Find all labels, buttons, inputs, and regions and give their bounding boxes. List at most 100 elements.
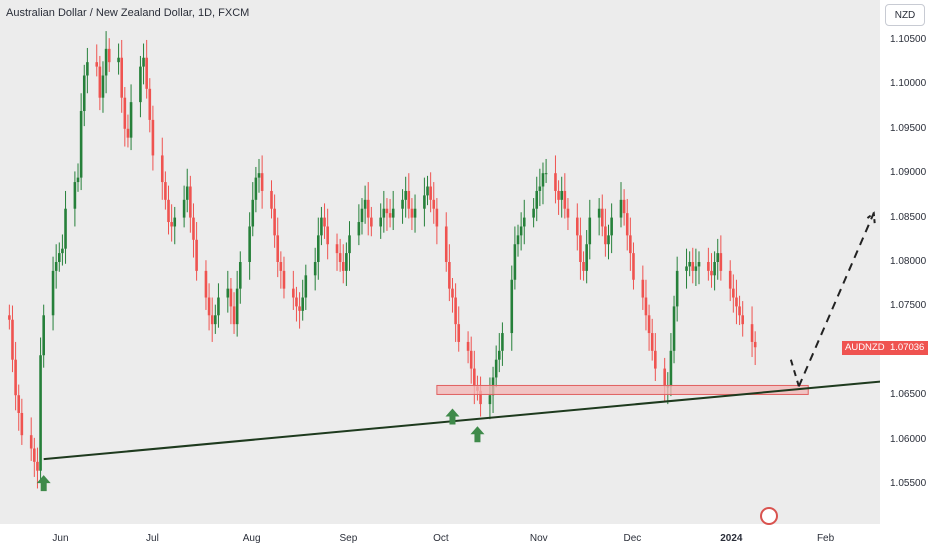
candle-body [454,297,457,325]
candle-body [732,288,735,298]
candle-body [173,217,177,227]
candle-body [479,390,482,405]
price-tick-label: 1.10500 [890,33,927,45]
candle-body [298,306,301,311]
candle-body [363,199,367,209]
candle-body [51,270,55,316]
projection-leg[interactable] [789,359,800,387]
candle-body [251,199,255,227]
candle-body [522,217,526,227]
candle-body [685,266,688,271]
candle-body [401,199,404,209]
candle-body [57,253,61,262]
candle-body [11,319,14,360]
candle-body [123,97,127,129]
candle-body [716,253,720,262]
candle-body [304,275,308,298]
candle-body [579,235,582,262]
support-zone[interactable] [436,384,809,395]
candle-body [326,226,329,245]
candle-body [292,288,295,298]
candle-body [79,111,83,178]
candle-body [632,253,635,280]
candle-body [610,217,613,236]
candle-body [501,333,504,351]
candle-body [457,324,461,342]
candle-body [160,155,164,183]
candle-body [385,208,389,214]
candle-body [20,412,24,436]
candle-body [145,57,148,89]
candle-body [644,297,648,316]
candle-body [519,226,523,236]
time-axis[interactable] [0,524,880,550]
price-tick-label: 1.05500 [890,478,927,490]
time-tick-label: 2024 [720,533,743,544]
candle-body [257,173,261,178]
candle-body [82,75,86,112]
candle-body [535,190,539,209]
candle-body [8,315,11,320]
candle-body [260,173,264,191]
candle-body [538,186,542,191]
candle-body [588,217,592,245]
up-arrow-icon [470,426,485,443]
candle-body [554,173,557,191]
candle-body [494,359,498,378]
candle-body [619,199,623,218]
candle-body [691,262,695,271]
projection-line[interactable] [797,212,875,387]
candle-body [270,190,273,209]
candle-body [338,253,342,262]
candle-body [728,270,732,289]
candle-body [557,190,560,200]
candle-body [432,199,436,209]
candle-body [444,226,448,262]
candle-body [295,297,298,307]
candle-body [388,213,392,218]
candle-body [185,186,189,200]
candle-body [86,62,89,76]
candle-body [235,288,239,325]
candle-body [207,297,211,316]
candle-body [435,208,439,227]
candle-body [707,262,710,271]
candlestick-plot[interactable] [0,0,880,524]
candle-body [195,239,198,271]
time-tick-label: Jun [52,533,69,544]
candle-body [73,182,77,209]
candle-body [335,244,339,254]
candle-body [204,270,208,298]
price-axis[interactable] [880,0,932,550]
candle-body [516,235,520,245]
candle-body [607,235,610,245]
candle-body [341,262,345,271]
candle-body [316,235,320,262]
candle-body [54,262,58,271]
candle-body [413,208,417,218]
price-tick-label: 1.06000 [890,433,927,445]
chart-title: Australian Dollar / New Zealand Dollar, … [6,7,250,19]
candle-body [382,208,386,218]
candle-body [710,270,713,276]
trendline[interactable] [43,380,880,461]
candle-body [753,341,757,348]
candle-body [451,288,454,298]
candle-body [64,208,67,249]
candle-body [217,297,220,316]
candle-body [713,262,716,276]
candle-body [104,48,108,76]
candle-body [301,297,304,311]
up-arrow-icon [36,475,51,492]
candle-body [672,306,676,351]
candle-body [391,208,395,218]
projection-arrowhead-icon [865,211,876,224]
candle-body [323,217,326,227]
candle-body [170,222,173,227]
candle-body [29,435,33,449]
tradingview-logo-icon[interactable] [760,507,778,525]
candle-body [466,341,470,351]
currency-button[interactable]: NZD [885,4,925,26]
candle-body [214,315,217,325]
time-tick-label: Nov [529,533,548,544]
